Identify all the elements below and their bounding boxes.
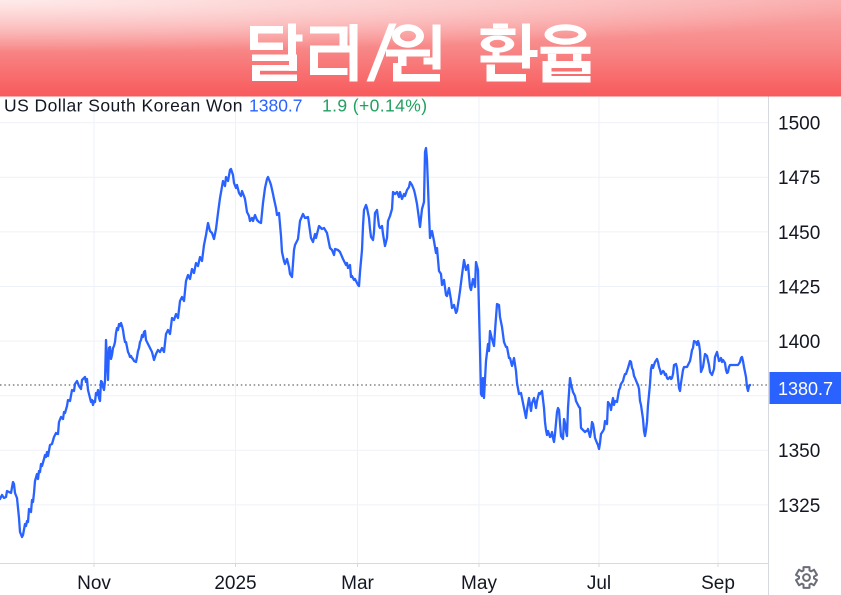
svg-text:May: May <box>461 573 497 594</box>
svg-text:Mar: Mar <box>341 573 374 594</box>
svg-text:1380.7: 1380.7 <box>249 96 303 116</box>
svg-text:Sep: Sep <box>701 573 735 594</box>
svg-text:1380.7: 1380.7 <box>778 379 833 399</box>
svg-text:1500: 1500 <box>778 114 820 135</box>
svg-text:US Dollar South Korean Won: US Dollar South Korean Won <box>4 96 243 116</box>
svg-text:1400: 1400 <box>778 332 820 353</box>
svg-text:Jul: Jul <box>587 573 611 594</box>
svg-text:1450: 1450 <box>778 223 820 244</box>
svg-text:1.9 (+0.14%): 1.9 (+0.14%) <box>322 96 428 116</box>
svg-text:1350: 1350 <box>778 441 820 462</box>
svg-text:1325: 1325 <box>778 496 820 517</box>
svg-text:2025: 2025 <box>214 573 256 594</box>
svg-text:1425: 1425 <box>778 277 820 298</box>
svg-text:Nov: Nov <box>77 573 111 594</box>
svg-text:1475: 1475 <box>778 168 820 189</box>
